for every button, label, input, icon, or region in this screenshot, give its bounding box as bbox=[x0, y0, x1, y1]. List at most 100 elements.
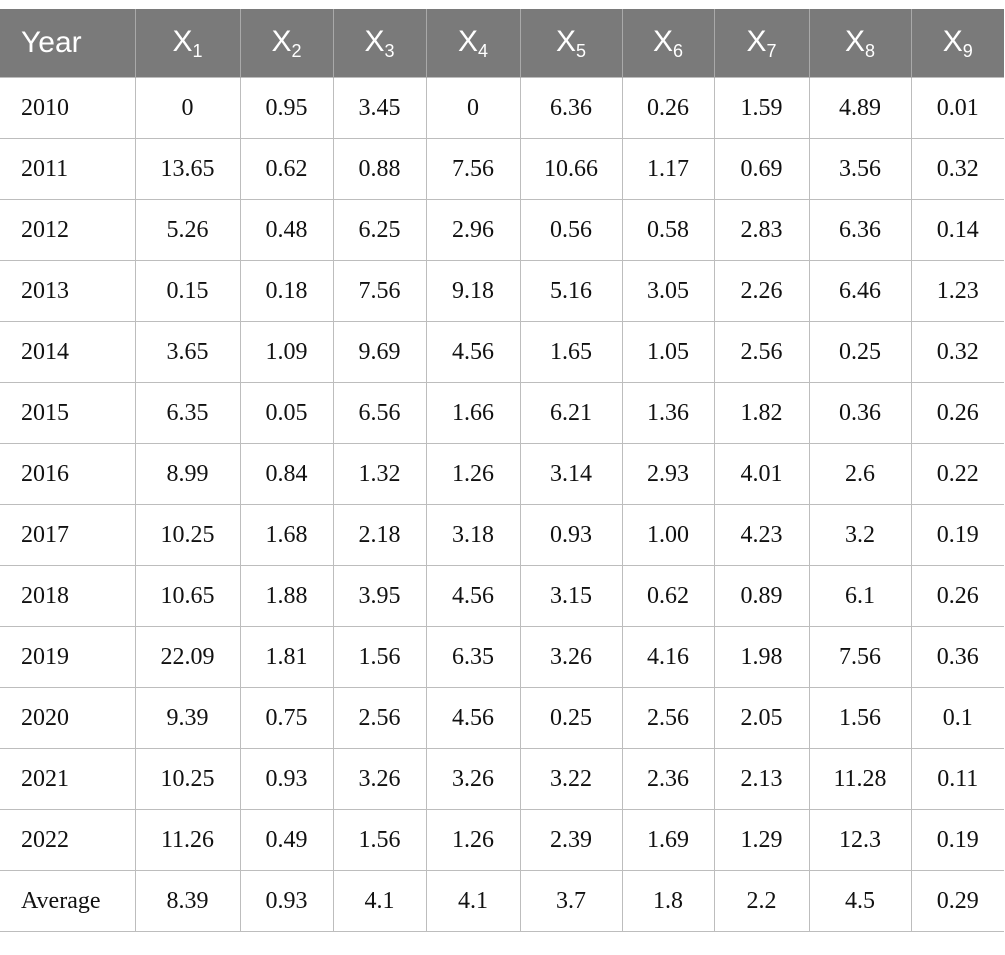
table-cell: 1.32 bbox=[332, 443, 427, 505]
table-cell: 3.05 bbox=[621, 260, 715, 322]
table-cell: 3.2 bbox=[808, 504, 912, 566]
row-label: 2014 bbox=[0, 321, 136, 383]
header-variable-base: X bbox=[555, 24, 576, 58]
table-cell: 0.15 bbox=[134, 260, 241, 322]
table-cell: 8.39 bbox=[134, 870, 241, 932]
header-variable-base: X bbox=[844, 24, 865, 58]
table-row: 2022 11.26 0.49 1.56 1.26 2.39 1.69 1.29 12.3 0.1… bbox=[0, 809, 1004, 871]
table-cell: 2.56 bbox=[621, 687, 715, 749]
header-variable-base: X bbox=[652, 24, 673, 58]
table-row: 2013 0.15 0.18 7.56 9.18 5.16 3.05 2.26 6.46 1.23 bbox=[0, 260, 1004, 322]
table-cell: 2.13 bbox=[713, 748, 810, 810]
table-cell: 13.65 bbox=[134, 138, 241, 200]
header-variable-subscript: 8 bbox=[865, 40, 876, 61]
table-cell: 1.26 bbox=[425, 443, 521, 505]
table-cell: 0.93 bbox=[519, 504, 623, 566]
table-cell: 4.01 bbox=[713, 443, 810, 505]
table-row: 2019 22.09 1.81 1.56 6.35 3.26 4.16 1.98 7.56 0.3… bbox=[0, 626, 1004, 688]
table-cell: 22.09 bbox=[134, 626, 241, 688]
table-row: 2011 13.65 0.62 0.88 7.56 10.66 1.17 0.69 3.56 0.… bbox=[0, 138, 1004, 200]
table-cell: 1.66 bbox=[425, 382, 521, 444]
header-variable-base: X bbox=[457, 24, 478, 58]
table-cell: 3.14 bbox=[519, 443, 623, 505]
table-cell: 0.75 bbox=[239, 687, 334, 749]
table-cell: 0.32 bbox=[910, 321, 1004, 383]
table-cell: 2.96 bbox=[425, 199, 521, 261]
table-cell: 3.18 bbox=[425, 504, 521, 566]
table-cell: 0 bbox=[134, 77, 241, 139]
table-cell: 4.1 bbox=[332, 870, 427, 932]
header-variable-base: X bbox=[942, 24, 963, 58]
table-cell: 1.98 bbox=[713, 626, 810, 688]
table-cell: 1.56 bbox=[332, 626, 427, 688]
row-label: 2015 bbox=[0, 382, 136, 444]
row-label: 2021 bbox=[0, 748, 136, 810]
header-x8: X8 bbox=[808, 9, 912, 78]
table-cell: 6.25 bbox=[332, 199, 427, 261]
table-cell: 0.93 bbox=[239, 748, 334, 810]
table-cell: 3.65 bbox=[134, 321, 241, 383]
header-x3: X3 bbox=[332, 9, 427, 78]
table-cell: 1.56 bbox=[332, 809, 427, 871]
table-cell: 0.26 bbox=[910, 565, 1004, 627]
row-label: 2010 bbox=[0, 77, 136, 139]
table-row: 2015 6.35 0.05 6.56 1.66 6.21 1.36 1.82 0.36 0.26 bbox=[0, 382, 1004, 444]
table-cell: 4.16 bbox=[621, 626, 715, 688]
table-cell: 2.18 bbox=[332, 504, 427, 566]
header-variable-base: X bbox=[172, 24, 193, 58]
table-cell: 3.56 bbox=[808, 138, 912, 200]
table-row: 2021 10.25 0.93 3.26 3.26 3.22 2.36 2.13 11.28 0.… bbox=[0, 748, 1004, 810]
table-row: 2012 5.26 0.48 6.25 2.96 0.56 0.58 2.83 6.36 0.14 bbox=[0, 199, 1004, 261]
table-cell: 1.65 bbox=[519, 321, 623, 383]
table-cell: 8.99 bbox=[134, 443, 241, 505]
header-variable-base: X bbox=[364, 24, 385, 58]
table-cell: 3.15 bbox=[519, 565, 623, 627]
table-cell: 0.93 bbox=[239, 870, 334, 932]
table-cell: 2.83 bbox=[713, 199, 810, 261]
table-cell: 6.21 bbox=[519, 382, 623, 444]
table-cell: 3.26 bbox=[519, 626, 623, 688]
table-body: 2010 0 0.95 3.45 0 6.36 0.26 1.59 4.89 0.01 2011 13… bbox=[0, 77, 1004, 932]
table-cell: 6.35 bbox=[425, 626, 521, 688]
table-cell: 4.89 bbox=[808, 77, 912, 139]
row-label: 2018 bbox=[0, 565, 136, 627]
header-x4: X4 bbox=[425, 9, 521, 78]
table-cell: 2.39 bbox=[519, 809, 623, 871]
table-cell: 1.88 bbox=[239, 565, 334, 627]
table-cell: 0.95 bbox=[239, 77, 334, 139]
table-cell: 5.16 bbox=[519, 260, 623, 322]
header-x5: X5 bbox=[519, 9, 623, 78]
table-cell: 0 bbox=[425, 77, 521, 139]
table-cell: 1.69 bbox=[621, 809, 715, 871]
header-x1: X1 bbox=[134, 9, 241, 78]
row-label: 2020 bbox=[0, 687, 136, 749]
table-cell: 1.17 bbox=[621, 138, 715, 200]
row-label: 2016 bbox=[0, 443, 136, 505]
header-variable-subscript: 2 bbox=[291, 40, 302, 61]
row-label: Average bbox=[0, 870, 136, 932]
table-cell: 0.36 bbox=[808, 382, 912, 444]
table-cell: 0.48 bbox=[239, 199, 334, 261]
table-cell: 2.26 bbox=[713, 260, 810, 322]
table-row: 2020 9.39 0.75 2.56 4.56 0.25 2.56 2.05 1.56 0.1 bbox=[0, 687, 1004, 749]
header-x7: X7 bbox=[713, 9, 810, 78]
table-cell: 0.25 bbox=[808, 321, 912, 383]
table-cell: 0.84 bbox=[239, 443, 334, 505]
table-row: 2016 8.99 0.84 1.32 1.26 3.14 2.93 4.01 2.6 0.22 bbox=[0, 443, 1004, 505]
table-cell: 1.05 bbox=[621, 321, 715, 383]
table-row: Average 8.39 0.93 4.1 4.1 3.7 1.8 2.2 4.5 0.29 bbox=[0, 870, 1004, 932]
table-cell: 2.2 bbox=[713, 870, 810, 932]
table-cell: 2.6 bbox=[808, 443, 912, 505]
table-cell: 10.25 bbox=[134, 504, 241, 566]
header-x9: X9 bbox=[910, 9, 1004, 78]
table-cell: 6.36 bbox=[519, 77, 623, 139]
header-variable-subscript: 7 bbox=[766, 40, 777, 61]
table-cell: 0.62 bbox=[239, 138, 334, 200]
table-cell: 1.68 bbox=[239, 504, 334, 566]
table-cell: 0.32 bbox=[910, 138, 1004, 200]
table-cell: 0.25 bbox=[519, 687, 623, 749]
table-header: Year X1 X2 X3 X4 X5 X6 X7 X8 X9 bbox=[0, 9, 1004, 78]
table-cell: 0.1 bbox=[910, 687, 1004, 749]
table-cell: 0.69 bbox=[713, 138, 810, 200]
table-cell: 1.09 bbox=[239, 321, 334, 383]
